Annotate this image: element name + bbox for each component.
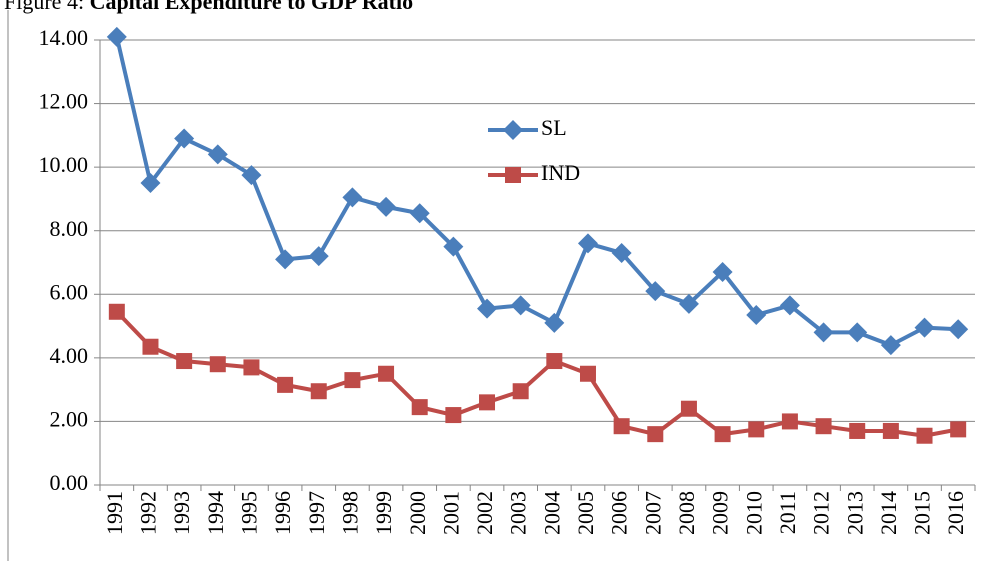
data-point	[748, 421, 765, 438]
data-point	[310, 383, 327, 400]
data-point	[510, 295, 531, 316]
data-point	[880, 335, 901, 356]
data-point	[445, 407, 462, 424]
x-tick-label: 1991	[102, 491, 127, 535]
y-tick-label: 4.00	[50, 343, 89, 368]
data-point	[680, 400, 697, 417]
data-point	[512, 383, 529, 400]
data-point	[815, 418, 832, 435]
y-tick-label: 10.00	[39, 152, 89, 177]
legend-marker	[505, 167, 521, 183]
x-tick-label: 2010	[741, 491, 766, 535]
data-point	[849, 422, 866, 439]
y-tick-label: 6.00	[50, 279, 89, 304]
x-tick-label: 1999	[371, 491, 396, 535]
data-point	[342, 187, 363, 208]
x-tick-label: 2009	[708, 491, 733, 535]
data-point	[847, 322, 868, 343]
data-point	[411, 399, 428, 416]
data-point	[140, 173, 161, 194]
data-point	[479, 394, 496, 411]
data-point	[914, 317, 935, 338]
data-point	[546, 353, 563, 370]
data-point	[714, 426, 731, 443]
series-line	[115, 310, 959, 438]
data-point	[950, 421, 967, 438]
x-tick-label: 2001	[438, 491, 463, 535]
data-point	[477, 298, 498, 319]
data-point	[142, 338, 159, 355]
x-tick-label: 2006	[607, 491, 632, 535]
data-point	[882, 422, 899, 439]
y-tick-label: 12.00	[39, 89, 89, 114]
data-point	[108, 303, 125, 320]
data-point	[678, 293, 699, 314]
data-point	[781, 413, 798, 430]
data-point	[916, 427, 933, 444]
data-point	[376, 196, 397, 217]
x-tick-label: 2015	[910, 491, 935, 535]
legend-label: SL	[541, 115, 567, 140]
data-point	[611, 242, 632, 263]
data-point	[647, 426, 664, 443]
title-main: Capital Expenditure to GDP Ratio	[90, 0, 414, 14]
data-point	[174, 128, 195, 149]
data-point	[779, 295, 800, 316]
data-point	[579, 365, 596, 382]
data-point	[378, 365, 395, 382]
x-tick-label: 2013	[842, 491, 867, 535]
chart-title: Figure 4: Capital Expenditure to GDP Rat…	[4, 0, 413, 14]
data-point	[176, 353, 193, 370]
data-point	[344, 372, 361, 389]
data-point	[409, 203, 430, 224]
data-point	[241, 165, 262, 186]
x-tick-label: 2016	[943, 491, 968, 535]
data-point	[243, 359, 260, 376]
x-tick-label: 2012	[809, 491, 834, 535]
x-tick-label: 1995	[236, 491, 261, 535]
data-point	[948, 319, 969, 340]
x-tick-label: 2002	[472, 491, 497, 535]
x-tick-label: 1997	[304, 491, 329, 535]
x-tick-label: 1998	[337, 491, 362, 535]
legend-marker	[503, 120, 523, 140]
data-point	[275, 249, 296, 270]
y-tick-label: 8.00	[50, 216, 89, 241]
x-tick-label: 2000	[405, 491, 430, 535]
title-prefix: Figure 4:	[4, 0, 84, 14]
data-point	[207, 144, 228, 165]
x-tick-label: 2014	[876, 491, 901, 535]
x-tick-label: 1993	[169, 491, 194, 535]
y-tick-label: 0.00	[50, 470, 89, 495]
data-point	[577, 233, 598, 254]
data-point	[277, 376, 294, 393]
x-tick-label: 2011	[775, 491, 800, 534]
x-tick-label: 2008	[674, 491, 699, 535]
x-tick-label: 1996	[270, 491, 295, 535]
data-point	[813, 322, 834, 343]
data-point	[443, 236, 464, 257]
y-tick-label: 2.00	[50, 406, 89, 431]
data-point	[712, 262, 733, 283]
data-point	[308, 246, 329, 267]
data-point	[613, 418, 630, 435]
series-line	[114, 36, 959, 348]
x-tick-label: 2004	[539, 491, 564, 535]
data-point	[106, 26, 127, 47]
x-tick-label: 2003	[506, 491, 531, 535]
data-point	[209, 356, 226, 373]
x-tick-label: 1994	[203, 491, 228, 535]
x-tick-label: 2007	[640, 491, 665, 535]
y-tick-label: 14.00	[39, 25, 89, 50]
data-point	[544, 312, 565, 333]
x-tick-label: 2005	[573, 491, 598, 535]
legend-label: IND	[541, 160, 580, 185]
data-point	[645, 281, 666, 302]
data-point	[746, 304, 767, 325]
x-tick-label: 1992	[136, 491, 161, 535]
